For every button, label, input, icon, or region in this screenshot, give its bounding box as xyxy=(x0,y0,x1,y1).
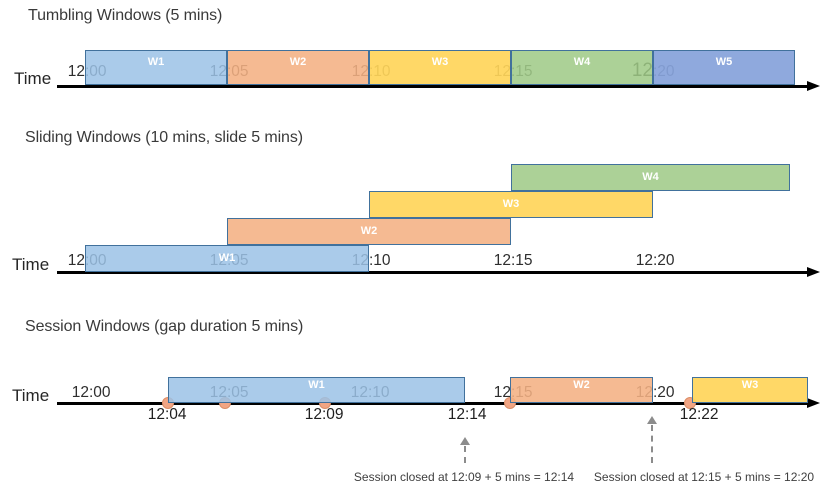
event-time-label-1: 12:09 xyxy=(222,406,422,425)
window-bar-label: W2 xyxy=(289,56,307,68)
bar-session-w2: W2 xyxy=(510,377,653,403)
time-tick-session-0: 12:00 xyxy=(0,384,189,403)
time-tick-hour: 12 xyxy=(493,384,511,401)
bar-sliding-w4: W4 xyxy=(511,164,790,191)
time-tick-hour: 12 xyxy=(71,384,89,401)
window-bar-label: W2 xyxy=(360,225,378,237)
time-tick-sliding-4: 12:20 xyxy=(553,252,753,271)
time-axis-session xyxy=(57,402,807,405)
time-axis-arrowhead-sliding xyxy=(807,266,820,277)
bar-sliding-w2: W2 xyxy=(227,218,511,245)
time-tick-minute: :10 xyxy=(369,252,391,269)
session-close-arrowhead-1 xyxy=(647,416,657,424)
event-time-hour: 12 xyxy=(679,406,697,423)
bar-tumbling-w3: W3 xyxy=(369,50,511,85)
time-axis-arrowhead-tumbling xyxy=(807,80,820,91)
bar-sliding-w3: W3 xyxy=(369,191,653,218)
bar-tumbling-w4: W4 xyxy=(511,50,653,85)
session-close-note-0: Session closed at 12:09 + 5 mins = 12:14 xyxy=(353,470,575,484)
window-bar-label: W1 xyxy=(308,379,325,391)
time-tick-minute: :20 xyxy=(653,384,675,401)
session-close-arrow-0 xyxy=(464,446,466,463)
window-bar-label: W3 xyxy=(502,198,520,210)
time-tick-sliding-3: 12:15 xyxy=(411,252,611,271)
time-tick-hour: 12 xyxy=(635,252,653,269)
section-title-session: Session Windows (gap duration 5 mins) xyxy=(25,318,304,335)
time-tick-minute: :00 xyxy=(89,384,111,401)
event-time-minute: :09 xyxy=(322,406,344,423)
session-close-arrow-1 xyxy=(651,425,653,463)
event-time-minute: :14 xyxy=(465,406,487,423)
time-tick-hour: 12 xyxy=(67,252,85,269)
bar-sliding-w1: W1 xyxy=(85,245,369,272)
window-bar-label: W1 xyxy=(147,56,165,68)
time-axis-arrowhead-session xyxy=(807,397,820,408)
time-axis-label-tumbling: Time xyxy=(14,69,52,88)
event-time-hour: 12 xyxy=(447,406,465,423)
time-axis-label-sliding: Time xyxy=(12,255,50,274)
time-tick-minute: :15 xyxy=(511,252,533,269)
bar-session-w3: W3 xyxy=(692,377,808,403)
event-time-minute: :04 xyxy=(165,406,187,423)
section-title-tumbling: Tumbling Windows (5 mins) xyxy=(28,7,223,24)
bar-tumbling-w5: W5 xyxy=(653,50,795,85)
bar-tumbling-w1: W1 xyxy=(85,50,227,85)
time-tick-hour: 12 xyxy=(493,252,511,269)
event-time-label-0: 12:04 xyxy=(65,406,265,425)
window-bar-label: W4 xyxy=(573,56,591,68)
event-time-minute: :22 xyxy=(697,406,719,423)
window-bar-label: W4 xyxy=(642,171,659,183)
window-bar-label: W3 xyxy=(741,379,759,391)
time-tick-hour: 12 xyxy=(67,63,85,80)
time-axis-label-session: Time xyxy=(12,386,50,405)
event-time-hour: 12 xyxy=(304,406,322,423)
window-bar-label: W1 xyxy=(218,252,236,264)
section-title-sliding: Sliding Windows (10 mins, slide 5 mins) xyxy=(25,129,303,146)
event-time-label-2: 12:14 xyxy=(365,406,565,425)
session-close-note-1: Session closed at 12:15 + 5 mins = 12:20 xyxy=(593,470,815,484)
time-axis-sliding xyxy=(57,271,807,274)
window-bar-label: W2 xyxy=(573,379,590,391)
time-axis-tumbling xyxy=(57,85,807,88)
event-time-hour: 12 xyxy=(147,406,165,423)
bar-tumbling-w2: W2 xyxy=(227,50,369,85)
session-close-arrowhead-0 xyxy=(460,437,470,445)
bar-session-w1: W1 xyxy=(168,377,465,403)
time-tick-minute: :20 xyxy=(653,252,675,269)
window-bar-label: W3 xyxy=(431,56,449,68)
event-time-label-3: 12:22 xyxy=(597,406,797,425)
window-bar-label: W5 xyxy=(715,56,733,68)
